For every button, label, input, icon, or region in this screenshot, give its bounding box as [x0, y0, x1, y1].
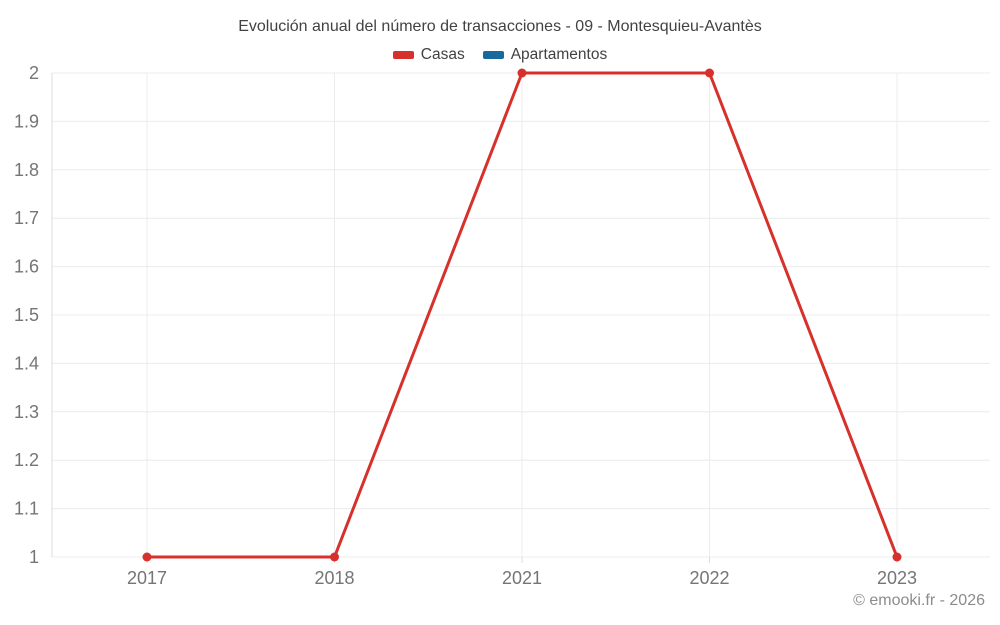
chart-legend: Casas Apartamentos	[0, 46, 1000, 64]
copyright-credit: © emooki.fr - 2026	[853, 592, 985, 609]
y-tick-label: 1	[29, 547, 39, 567]
legend-label-apartamentos: Apartamentos	[510, 46, 608, 63]
y-tick-label: 1.2	[14, 450, 39, 470]
y-tick-label: 1.8	[14, 160, 39, 180]
y-tick-label: 1.6	[14, 257, 39, 277]
y-tick-label: 2	[29, 63, 39, 83]
legend-item-casas[interactable]: Casas	[392, 46, 465, 64]
y-tick-label: 1.1	[14, 499, 39, 519]
y-tick-label: 1.9	[14, 111, 39, 131]
x-tick-label: 2022	[689, 568, 729, 588]
legend-label-casas: Casas	[420, 46, 465, 63]
x-tick-label: 2018	[314, 568, 354, 588]
data-point-casas-2017[interactable]	[142, 552, 152, 562]
data-point-casas-2018[interactable]	[330, 552, 339, 562]
y-tick-label: 1.5	[14, 305, 39, 325]
y-tick-label: 1.4	[14, 353, 39, 373]
data-point-casas-2021[interactable]	[517, 68, 527, 78]
x-tick-label: 2017	[127, 568, 167, 588]
y-tick-label: 1.7	[14, 208, 39, 228]
data-point-casas-2022[interactable]	[705, 68, 714, 78]
data-point-casas-2023[interactable]	[892, 552, 902, 562]
legend-item-apartamentos[interactable]: Apartamentos	[482, 46, 608, 64]
casas-series-marker-icon	[392, 51, 414, 59]
x-tick-label: 2023	[877, 568, 917, 588]
x-tick-label: 2021	[502, 568, 542, 588]
chart-title: Evolución anual del número de transaccio…	[238, 18, 762, 35]
apartamentos-series-marker-icon	[482, 51, 504, 59]
y-tick-label: 1.3	[14, 402, 39, 422]
